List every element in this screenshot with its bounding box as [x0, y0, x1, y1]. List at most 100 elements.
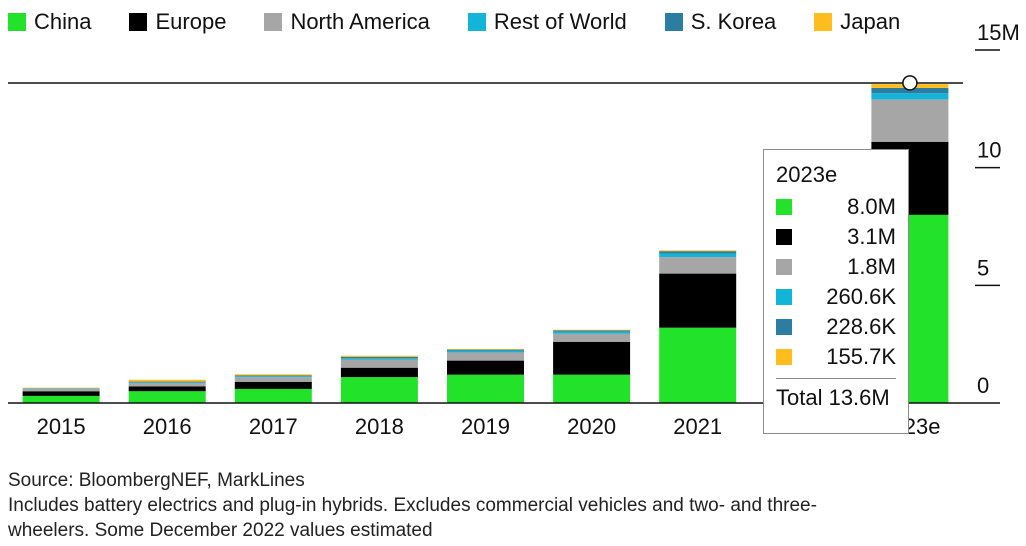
legend-item-north-america[interactable]: North America	[264, 8, 430, 36]
tooltip-row-japan: 155.7K	[776, 342, 896, 372]
legend-item-europe[interactable]: Europe	[129, 8, 226, 36]
bar-segment-china-2018[interactable]	[340, 377, 418, 403]
bar-segment-rest-of-world-2016[interactable]	[128, 382, 206, 383]
legend-swatch-s-korea	[664, 13, 683, 31]
bar-segment-north-america-2023e[interactable]	[871, 99, 949, 142]
x-tick-label-2021: 2021	[673, 414, 722, 439]
bar-segment-north-america-2020[interactable]	[553, 333, 631, 342]
tooltip-total: Total 13.6M	[776, 385, 890, 410]
bar-segment-rest-of-world-2023e[interactable]	[871, 93, 949, 100]
legend-swatch-europe	[129, 13, 148, 31]
legend-item-s-korea[interactable]: S. Korea	[664, 8, 777, 36]
bar-segment-japan-2017[interactable]	[234, 374, 312, 376]
tooltip-row-china: 8.0M	[776, 192, 896, 222]
bar-segment-north-america-2015[interactable]	[22, 388, 100, 392]
bar-segment-north-america-2018[interactable]	[340, 359, 418, 368]
bar-segment-north-america-2016[interactable]	[128, 383, 206, 387]
tooltip-title: 2023e	[776, 162, 838, 187]
bar-segment-japan-2020[interactable]	[553, 329, 631, 331]
footnote-line-2: wheelers. Some December 2022 values esti…	[8, 520, 433, 541]
bar-segment-europe-2015[interactable]	[22, 391, 100, 396]
bar-segment-rest-of-world-2018[interactable]	[340, 358, 418, 360]
x-tick-label-2016: 2016	[143, 414, 192, 439]
legend-swatch-japan	[814, 13, 833, 31]
tooltip-value-china: 8.0M	[847, 194, 896, 219]
bar-segment-s-korea-2016[interactable]	[128, 381, 206, 383]
x-tick-label-2020: 2020	[567, 414, 616, 439]
legend-label-north-america: North America	[290, 9, 430, 34]
tooltip-value-japan: 155.7K	[826, 344, 896, 369]
bar-segment-china-2017[interactable]	[234, 388, 312, 403]
chart-legend: China Europe North America Rest of World…	[8, 8, 900, 36]
x-tick-label-2015: 2015	[37, 414, 86, 439]
tooltip-swatch-north-america	[776, 259, 792, 275]
bar-segment-europe-2018[interactable]	[340, 367, 418, 378]
x-tick-label-2018: 2018	[355, 414, 404, 439]
tooltip-row-s-korea: 228.6K	[776, 312, 896, 342]
legend-label-japan: Japan	[840, 9, 901, 34]
bar-segment-china-2021[interactable]	[659, 327, 737, 403]
bar-segment-europe-2017[interactable]	[234, 381, 312, 389]
bar-segment-s-korea-2020[interactable]	[553, 330, 631, 332]
y-tick-label-5: 5	[977, 255, 989, 280]
legend-item-japan[interactable]: Japan	[814, 8, 900, 36]
bar-segment-japan-2021[interactable]	[659, 250, 737, 252]
bar-segment-japan-2019[interactable]	[447, 348, 524, 350]
tooltip-swatch-japan	[776, 349, 792, 365]
legend-swatch-rest-of-world	[467, 13, 486, 31]
legend-label-s-korea: S. Korea	[690, 9, 777, 34]
bar-segment-s-korea-2019[interactable]	[447, 349, 524, 351]
bar-segment-china-2015[interactable]	[22, 395, 100, 403]
legend-label-rest-of-world: Rest of World	[493, 9, 627, 34]
bar-segment-s-korea-2021[interactable]	[659, 251, 737, 254]
legend-item-rest-of-world[interactable]: Rest of World	[467, 8, 627, 36]
source-note: Source: BloombergNEF, MarkLines	[8, 470, 305, 491]
x-tick-label-2017: 2017	[249, 414, 298, 439]
legend-label-china: China	[34, 9, 92, 34]
hover-tooltip: 2023e 8.0M 3.1M 1.8M 260.6K 228.6K 155.7…	[763, 149, 909, 434]
bar-segment-japan-2015[interactable]	[22, 387, 100, 389]
legend-label-europe: Europe	[155, 9, 227, 34]
footnote-line-1: Includes battery electrics and plug-in h…	[8, 495, 817, 516]
tooltip-value-north-america: 1.8M	[847, 254, 896, 279]
tooltip-row-europe: 3.1M	[776, 222, 896, 252]
tooltip-swatch-china	[776, 199, 792, 215]
tooltip-row-north-america: 1.8M	[776, 252, 896, 282]
bar-segment-s-korea-2017[interactable]	[234, 375, 312, 377]
tooltip-row-rest-of-world: 260.6K	[776, 282, 896, 312]
bar-segment-rest-of-world-2020[interactable]	[553, 331, 631, 334]
bar-segment-rest-of-world-2017[interactable]	[234, 376, 312, 378]
y-tick-label-10: 10	[977, 138, 1001, 163]
bar-segment-rest-of-world-2015[interactable]	[22, 388, 100, 389]
tooltip-swatch-europe	[776, 229, 792, 245]
hover-marker	[902, 75, 918, 91]
chart-footer: Source: BloombergNEF, MarkLines Includes…	[8, 468, 1008, 543]
y-tick-label-0: 0	[977, 373, 989, 398]
bar-segment-europe-2016[interactable]	[128, 386, 206, 392]
bar-segment-china-2020[interactable]	[553, 374, 631, 403]
bar-segment-north-america-2019[interactable]	[447, 352, 524, 361]
bar-segment-japan-2016[interactable]	[128, 379, 206, 382]
tooltip-swatch-rest-of-world	[776, 289, 792, 305]
legend-swatch-china	[8, 13, 26, 31]
legend-swatch-north-america	[264, 13, 283, 31]
bar-segment-europe-2019[interactable]	[447, 360, 524, 375]
x-tick-label-2019: 2019	[461, 414, 510, 439]
bar-segment-north-america-2017[interactable]	[234, 377, 312, 382]
bar-segment-north-america-2021[interactable]	[659, 257, 737, 274]
bar-segment-china-2016[interactable]	[128, 391, 206, 403]
tooltip-value-s-korea: 228.6K	[826, 314, 896, 339]
bar-segment-japan-2018[interactable]	[340, 355, 418, 357]
y-tick-label-15: 15M	[977, 20, 1020, 45]
bar-segment-s-korea-2018[interactable]	[340, 356, 418, 359]
bar-segment-china-2019[interactable]	[447, 374, 524, 403]
bar-segment-europe-2020[interactable]	[553, 341, 631, 375]
bar-segment-rest-of-world-2021[interactable]	[659, 253, 737, 258]
tooltip-value-europe: 3.1M	[847, 224, 896, 249]
tooltip-divider	[776, 378, 896, 379]
bar-segment-europe-2021[interactable]	[659, 273, 737, 328]
bar-segment-rest-of-world-2019[interactable]	[447, 350, 524, 353]
tooltip-value-rest-of-world: 260.6K	[826, 284, 896, 309]
tooltip-swatch-s-korea	[776, 319, 792, 335]
legend-item-china[interactable]: China	[8, 8, 91, 36]
